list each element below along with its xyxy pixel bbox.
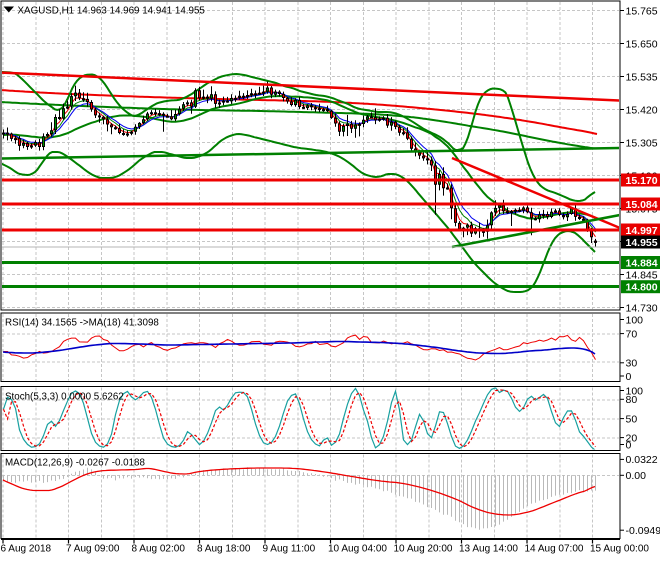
svg-text:15.305: 15.305 xyxy=(626,137,658,149)
svg-text:RSI(14) 34.1565 ->MA(18) 41.3: RSI(14) 34.1565 ->MA(18) 41.3098 xyxy=(5,318,159,329)
svg-text:8 Aug 02:00: 8 Aug 02:00 xyxy=(132,544,186,555)
svg-text:15.650: 15.650 xyxy=(626,38,658,50)
svg-text:14.884: 14.884 xyxy=(626,258,658,270)
svg-text:14.845: 14.845 xyxy=(626,269,658,281)
svg-text:80: 80 xyxy=(626,394,638,406)
svg-text:15.170: 15.170 xyxy=(626,175,658,187)
svg-text:70: 70 xyxy=(626,328,638,340)
svg-text:15 Aug 00:00: 15 Aug 00:00 xyxy=(590,544,649,555)
svg-text:14.955: 14.955 xyxy=(626,237,658,249)
svg-text:30: 30 xyxy=(626,358,638,370)
svg-text:Stoch(5,3,3) 0.0000 5.6262: Stoch(5,3,3) 0.0000 5.6262 xyxy=(5,392,124,403)
svg-text:10 Aug 20:00: 10 Aug 20:00 xyxy=(394,544,453,555)
svg-text:9 Aug 11:00: 9 Aug 11:00 xyxy=(263,544,316,555)
svg-text:15.420: 15.420 xyxy=(626,104,658,116)
svg-text:8 Aug 18:00: 8 Aug 18:00 xyxy=(197,544,251,555)
svg-text:0.00: 0.00 xyxy=(626,470,647,482)
svg-text:-0.0949: -0.0949 xyxy=(626,525,660,537)
svg-text:15.084: 15.084 xyxy=(626,199,658,211)
svg-text:100: 100 xyxy=(626,314,644,326)
svg-text:15.765: 15.765 xyxy=(626,5,658,17)
svg-text:XAGUSD,H1 14.963 14.969 14.94: XAGUSD,H1 14.963 14.969 14.941 14.955 xyxy=(18,5,206,16)
svg-text:14 Aug 07:00: 14 Aug 07:00 xyxy=(525,544,584,555)
svg-text:14.997: 14.997 xyxy=(626,225,658,237)
svg-text:50: 50 xyxy=(626,413,638,425)
svg-text:14.730: 14.730 xyxy=(626,302,658,314)
svg-text:10 Aug 04:00: 10 Aug 04:00 xyxy=(328,544,387,555)
svg-text:7 Aug 09:00: 7 Aug 09:00 xyxy=(66,544,120,555)
svg-text:MACD(12,26,9) -0.0267 -0.0188: MACD(12,26,9) -0.0267 -0.0188 xyxy=(5,458,146,469)
svg-text:6 Aug 2018: 6 Aug 2018 xyxy=(1,544,52,555)
svg-text:14.800: 14.800 xyxy=(626,282,658,294)
svg-text:15.535: 15.535 xyxy=(626,71,658,83)
svg-text:0: 0 xyxy=(626,439,632,451)
svg-text:13 Aug 14:00: 13 Aug 14:00 xyxy=(459,544,518,555)
svg-text:0.0322: 0.0322 xyxy=(626,454,658,466)
svg-text:0: 0 xyxy=(626,371,632,383)
